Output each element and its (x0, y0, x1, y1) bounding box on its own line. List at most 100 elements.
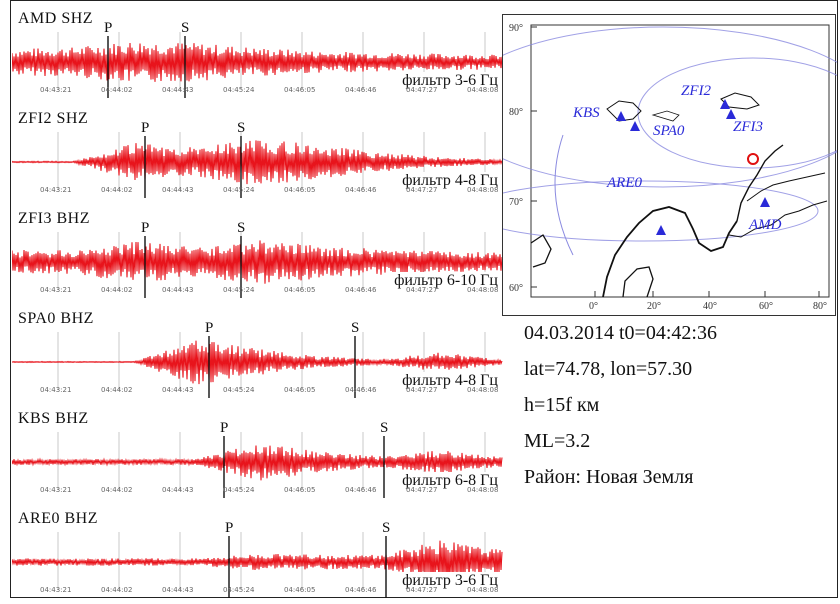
station-marker (720, 99, 730, 109)
figure-frame (10, 0, 838, 598)
map-canvas: 90° 80° 70° 60° 0° 20° 40° 60° 80° KBS SPA0 ZFI2 ZFI… (503, 23, 837, 312)
time-tick-label: 04:44:43 (162, 486, 194, 494)
station-marker (656, 225, 666, 235)
station-label: ARE0 BHZ (18, 510, 98, 528)
time-tick-label: 04:48:08 (467, 486, 499, 494)
time-tick-label: 04:47:27 (406, 386, 438, 394)
event-coordinates: lat=74.78, lon=57.30 (524, 358, 693, 380)
time-tick-label: 04:45:24 (223, 186, 255, 194)
time-tick-label: 04:46:46 (345, 586, 377, 594)
time-tick-label: 04:44:43 (162, 286, 194, 294)
station-name-label: ARE0 (606, 175, 642, 191)
station-code: AMD (18, 10, 57, 27)
time-tick-label: 04:45:24 (223, 386, 255, 394)
distance-ring (637, 57, 837, 169)
map-x-tick-label: 60° (759, 301, 773, 312)
station-name-label: SPA0 (653, 123, 685, 139)
waveform-trace (12, 340, 503, 385)
p-phase-label: P (220, 420, 229, 436)
station-marker (726, 109, 736, 119)
event-region: Район: Новая Земля (524, 466, 694, 488)
map-y-tick-label: 70° (509, 197, 523, 208)
channel-code: BHZ (60, 310, 94, 327)
distance-ring (503, 180, 819, 242)
waveform-trace (12, 445, 503, 481)
time-tick-label: 04:47:27 (406, 586, 438, 594)
map-x-tick-label: 40° (703, 301, 717, 312)
time-tick-label: 04:44:43 (162, 586, 194, 594)
time-tick-label: 04:46:05 (284, 286, 316, 294)
time-tick-label: 04:43:21 (40, 86, 72, 94)
station-name-label: KBS (572, 105, 600, 121)
coastline (728, 200, 828, 238)
station-label: SPA0 BHZ (18, 310, 94, 328)
channel-code: BHZ (64, 510, 98, 527)
time-tick-label: 04:44:43 (162, 186, 194, 194)
coastline (746, 172, 826, 202)
station-map: 90° 80° 70° 60° 0° 20° 40° 60° 80° KBS SPA0 ZFI2 ZFI… (502, 14, 837, 316)
coastline (651, 110, 680, 122)
station-label: KBS BHZ (18, 410, 89, 428)
time-tick-label: 04:48:08 (467, 286, 499, 294)
time-axis-labels: 04:43:21 04:44:02 04:44:43 04:45:24 04:46:05… (40, 286, 510, 298)
time-tick-label: 04:47:27 (406, 86, 438, 94)
time-tick-label: 04:44:02 (101, 586, 133, 594)
station-code: ZFI2 (18, 110, 52, 127)
map-y-tick-label: 90° (509, 23, 523, 34)
map-x-tick-label: 0° (589, 301, 598, 312)
time-tick-label: 04:43:21 (40, 386, 72, 394)
map-plot-area (530, 24, 830, 298)
filter-label: фильтр 4-8 Гц (400, 372, 500, 389)
s-phase-label: S (181, 20, 190, 36)
time-tick-label: 04:44:02 (101, 286, 133, 294)
time-tick-label: 04:45:24 (223, 486, 255, 494)
station-name-label: AMD (748, 217, 782, 233)
filter-label: фильтр 6-10 Гц (392, 272, 500, 289)
station-name-label: ZFI2 (681, 83, 712, 99)
time-tick-label: 04:44:43 (162, 386, 194, 394)
waveform (12, 32, 503, 98)
time-tick-label: 04:43:21 (40, 586, 72, 594)
time-tick-label: 04:45:24 (223, 586, 255, 594)
channel-code: SHZ (56, 110, 89, 127)
station-code: KBS (18, 410, 51, 427)
time-axis-labels: 04:43:21 04:44:02 04:44:43 04:45:24 04:46:05… (40, 586, 510, 598)
waveform-trace (12, 140, 503, 185)
filter-label: фильтр 3-6 Гц (400, 572, 500, 589)
p-phase-label: P (104, 20, 113, 36)
map-y-tick-label: 80° (509, 107, 523, 118)
event-depth: h=15f км (524, 394, 600, 416)
channel-code: SHZ (61, 10, 94, 27)
s-phase-label: S (237, 120, 246, 136)
waveform-trace (12, 240, 503, 284)
channel-code: BHZ (55, 410, 89, 427)
filter-label: фильтр 6-8 Гц (400, 472, 500, 489)
time-tick-label: 04:44:02 (101, 86, 133, 94)
coastline (736, 144, 784, 222)
time-tick-label: 04:46:46 (345, 86, 377, 94)
time-tick-label: 04:43:21 (40, 186, 72, 194)
coastline (602, 206, 738, 298)
time-axis-labels: 04:43:21 04:44:02 04:44:43 04:45:24 04:46:05… (40, 186, 510, 198)
epicenter-marker (747, 153, 759, 165)
time-axis-labels: 04:43:21 04:44:02 04:44:43 04:45:24 04:46:05… (40, 386, 510, 398)
station-marker (616, 111, 626, 121)
station-code: SPA0 (18, 310, 56, 327)
time-tick-label: 04:46:05 (284, 486, 316, 494)
p-phase-label: P (205, 320, 214, 336)
time-tick-label: 04:45:24 (223, 86, 255, 94)
time-tick-label: 04:48:08 (467, 386, 499, 394)
time-tick-label: 04:47:27 (406, 186, 438, 194)
station-label: AMD SHZ (18, 10, 93, 28)
time-tick-label: 04:47:27 (406, 286, 438, 294)
station-label: ZFI3 BHZ (18, 210, 90, 228)
time-tick-label: 04:46:46 (345, 286, 377, 294)
time-tick-label: 04:46:46 (345, 386, 377, 394)
distance-ring (554, 134, 574, 256)
